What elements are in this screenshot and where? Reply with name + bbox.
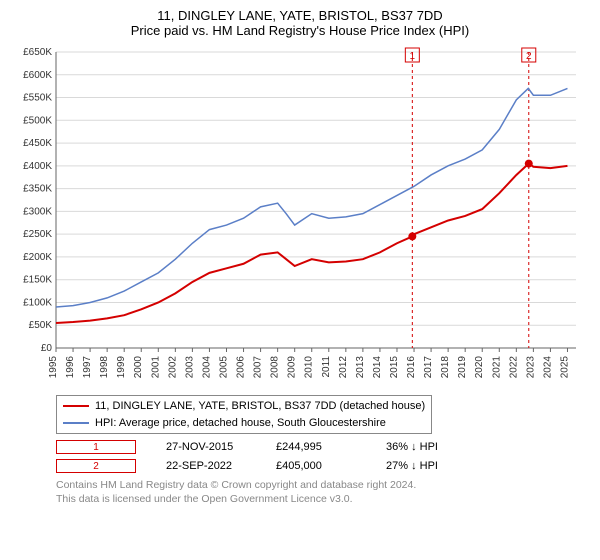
svg-text:1999: 1999 [116, 356, 127, 379]
svg-text:£200K: £200K [23, 252, 52, 263]
svg-text:£100K: £100K [23, 297, 52, 308]
transaction-delta: 27% ↓ HPI [386, 457, 466, 476]
footer-line: This data is licensed under the Open Gov… [56, 493, 588, 507]
legend-swatch [63, 422, 89, 424]
transaction-list: 1 27-NOV-2015 £244,995 36% ↓ HPI 2 22-SEP-202… [56, 438, 588, 475]
svg-text:2025: 2025 [559, 356, 570, 379]
price-chart: £0 £50K £100K £150K £200K £250K £300K £350K £400… [12, 44, 588, 384]
transaction-row: 1 27-NOV-2015 £244,995 36% ↓ HPI [56, 438, 588, 457]
svg-text:2005: 2005 [218, 356, 229, 379]
svg-text:2023: 2023 [525, 356, 536, 379]
svg-text:1995: 1995 [48, 356, 59, 379]
attribution-footer: Contains HM Land Registry data © Crown c… [56, 479, 588, 506]
svg-text:2017: 2017 [423, 356, 434, 379]
svg-text:£600K: £600K [23, 70, 52, 81]
legend-swatch [63, 405, 89, 407]
svg-text:2015: 2015 [389, 356, 400, 379]
svg-text:£650K: £650K [23, 47, 52, 58]
svg-text:2009: 2009 [287, 356, 298, 379]
transaction-marker: 2 [56, 459, 136, 473]
svg-text:2006: 2006 [236, 356, 247, 379]
svg-text:2002: 2002 [167, 356, 178, 379]
svg-text:£500K: £500K [23, 115, 52, 126]
legend-item: 11, DINGLEY LANE, YATE, BRISTOL, BS37 7D… [63, 398, 425, 415]
page-title: 11, DINGLEY LANE, YATE, BRISTOL, BS37 7D… [12, 8, 588, 23]
svg-text:£0: £0 [41, 343, 53, 354]
svg-text:1996: 1996 [65, 356, 76, 379]
footer-line: Contains HM Land Registry data © Crown c… [56, 479, 588, 493]
svg-text:£400K: £400K [23, 161, 52, 172]
svg-text:2003: 2003 [184, 356, 195, 379]
svg-text:2021: 2021 [491, 356, 502, 379]
svg-text:1998: 1998 [99, 356, 110, 379]
legend-label: HPI: Average price, detached house, Sout… [95, 415, 386, 432]
transaction-price: £244,995 [276, 438, 356, 457]
svg-text:£450K: £450K [23, 138, 52, 149]
svg-text:2004: 2004 [201, 356, 212, 379]
svg-text:2001: 2001 [150, 356, 161, 379]
legend-item: HPI: Average price, detached house, Sout… [63, 415, 425, 432]
legend: 11, DINGLEY LANE, YATE, BRISTOL, BS37 7D… [56, 395, 432, 434]
svg-text:£550K: £550K [23, 93, 52, 104]
svg-text:2019: 2019 [457, 356, 468, 379]
svg-text:2020: 2020 [474, 356, 485, 379]
svg-text:2007: 2007 [253, 356, 264, 379]
svg-text:2008: 2008 [270, 356, 281, 379]
transaction-date: 27-NOV-2015 [166, 438, 246, 457]
svg-text:£150K: £150K [23, 275, 52, 286]
svg-text:2014: 2014 [372, 356, 383, 379]
svg-text:1997: 1997 [82, 356, 93, 379]
transaction-marker: 1 [56, 440, 136, 454]
page-subtitle: Price paid vs. HM Land Registry's House … [12, 23, 588, 38]
transaction-row: 2 22-SEP-2022 £405,000 27% ↓ HPI [56, 457, 588, 476]
transaction-date: 22-SEP-2022 [166, 457, 246, 476]
svg-text:2018: 2018 [440, 356, 451, 379]
svg-text:2012: 2012 [338, 356, 349, 379]
svg-text:1: 1 [410, 51, 416, 62]
transaction-delta: 36% ↓ HPI [386, 438, 466, 457]
svg-text:2024: 2024 [542, 356, 553, 379]
legend-label: 11, DINGLEY LANE, YATE, BRISTOL, BS37 7D… [95, 398, 425, 415]
svg-text:2011: 2011 [321, 356, 332, 378]
svg-text:£50K: £50K [29, 320, 53, 331]
svg-text:2016: 2016 [406, 356, 417, 379]
svg-text:2013: 2013 [355, 356, 366, 379]
svg-text:£250K: £250K [23, 229, 52, 240]
svg-text:2: 2 [526, 51, 532, 62]
chart-container: £0 £50K £100K £150K £200K £250K £300K £350K £400… [12, 44, 588, 389]
svg-text:2000: 2000 [133, 356, 144, 379]
svg-text:£350K: £350K [23, 184, 52, 195]
svg-text:2010: 2010 [304, 356, 315, 379]
transaction-price: £405,000 [276, 457, 356, 476]
svg-text:2022: 2022 [508, 356, 519, 379]
svg-text:£300K: £300K [23, 206, 52, 217]
